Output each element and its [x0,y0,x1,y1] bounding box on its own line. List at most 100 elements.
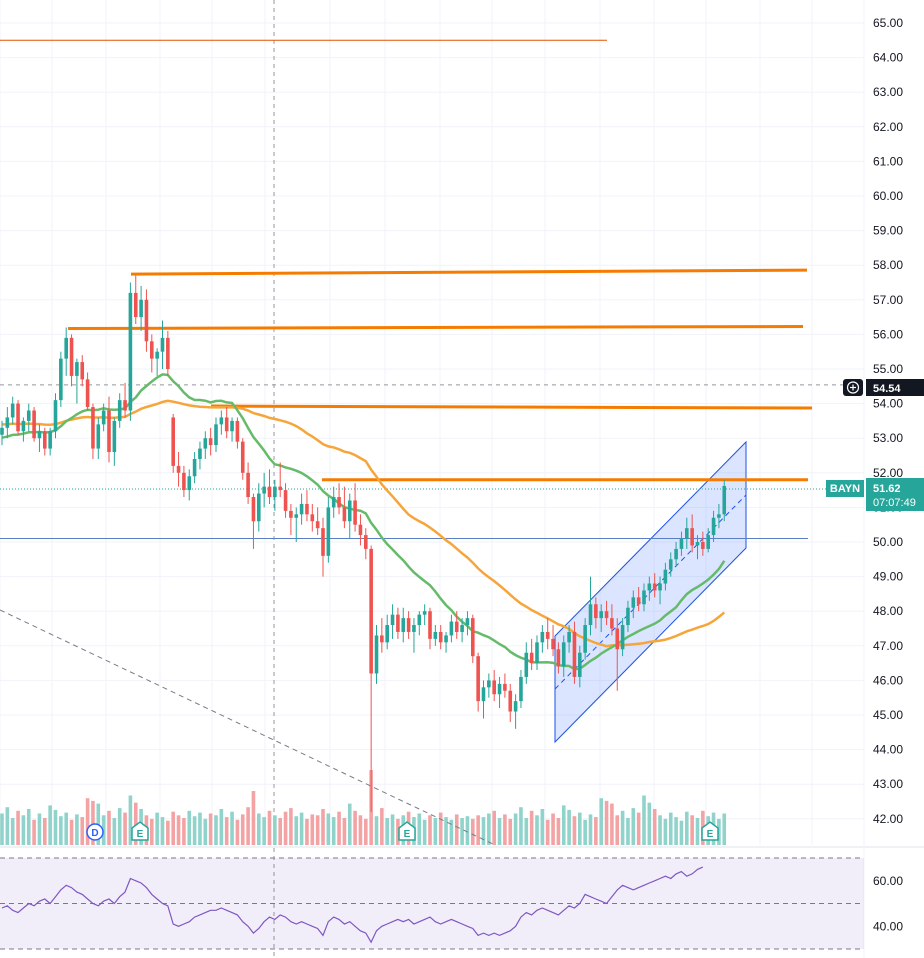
candle-body [615,628,620,650]
price-tick-label: 56.00 [873,327,903,341]
volume-bar [37,813,42,845]
volume-bar [192,816,197,845]
candle-body [257,493,261,522]
volume-bar [658,815,662,845]
price-tick-label: 46.00 [873,673,903,687]
candle-body [428,611,432,639]
candle-body [668,559,673,570]
volume-bar [310,814,315,845]
volume-bar [353,810,357,845]
volume-bar [75,814,79,845]
dividend-marker[interactable]: D [86,823,104,841]
candle-body [567,631,571,643]
volume-bar [166,820,170,845]
plus-circle-icon[interactable] [843,379,863,396]
volume-bar [535,815,539,845]
candle-body [37,431,42,439]
candle-body [417,614,422,626]
volume-bar [599,798,603,845]
resistance-line-3[interactable] [210,404,813,410]
volume-bar [59,816,63,845]
rsi-line [1,866,704,944]
candle-body [240,441,245,473]
candle-body [481,687,486,702]
volume-bars [0,770,727,845]
marker-label: D [91,828,98,839]
volume-bar [422,819,427,845]
candle-body [315,521,320,529]
candle-body [583,625,587,653]
volume-bar [53,809,58,845]
volume-bar [460,818,464,845]
candle-body [503,683,507,691]
volume-bar [331,817,336,845]
volume-bar [465,816,470,845]
candle-body [374,635,379,674]
drawings[interactable] [0,39,864,846]
volume-bar [578,812,582,845]
volume-bar [476,815,480,845]
volume-bar [182,818,186,845]
volume-bar [240,814,245,845]
resistance-line-1[interactable] [130,268,808,276]
volume-bar [294,816,299,845]
candle-body [658,583,662,591]
candle-body [0,427,4,435]
resistance-line-2[interactable] [67,324,804,330]
candle-body [358,524,363,536]
volume-bar [337,811,341,845]
symbol-badge-label: BAYN [830,483,860,495]
ma-short-line [1,373,726,671]
volume-bar [444,817,448,845]
candle-body [176,465,181,473]
candle-body [160,337,165,352]
volume-bar [91,800,95,845]
earnings-marker[interactable]: E [701,821,719,841]
volume-bar [219,809,224,845]
volume-bar [626,818,630,845]
candle-body [540,631,545,643]
candle-body [487,680,491,688]
price-tick-label: 63.00 [873,85,903,99]
candle-body [647,583,652,591]
volume-bar [610,803,614,845]
price-tick-label: 61.00 [873,154,903,168]
candle-body [16,403,20,432]
volume-bar [305,818,309,845]
volume-bar [508,818,513,845]
volume-bar [551,813,555,845]
candle-body [53,400,58,432]
volume-bar [198,812,202,845]
earnings-icon [701,821,719,841]
volume-bar [647,802,652,845]
price-tick-label: 47.00 [873,639,903,653]
volume-bar [176,815,181,845]
candle-body [5,417,10,428]
candle-body [305,503,309,515]
volume-bar [636,812,641,845]
volume-bar [133,802,138,845]
candle-body [369,548,373,674]
trend-line[interactable] [0,609,496,846]
candle-body [529,652,534,664]
candle-body [471,618,475,657]
candle-body [476,656,480,702]
earnings-marker[interactable]: E [131,821,149,841]
volume-bar [321,809,325,845]
candle-body [59,358,63,401]
earnings-marker[interactable]: E [398,821,416,841]
candle-body [438,631,443,643]
volume-bar [588,814,593,845]
ma-long-line [1,399,726,648]
volume-bar [620,810,625,845]
candle-body [572,631,577,677]
candle-body [380,635,384,643]
candle-body [594,604,598,619]
candle-body [21,420,26,432]
price-tick-label: 43.00 [873,777,903,791]
candle-body [278,486,282,491]
price-axis[interactable]: 65.00 64.00 63.00 62.00 61.00 60.00 59.00 58.00… [873,16,903,933]
